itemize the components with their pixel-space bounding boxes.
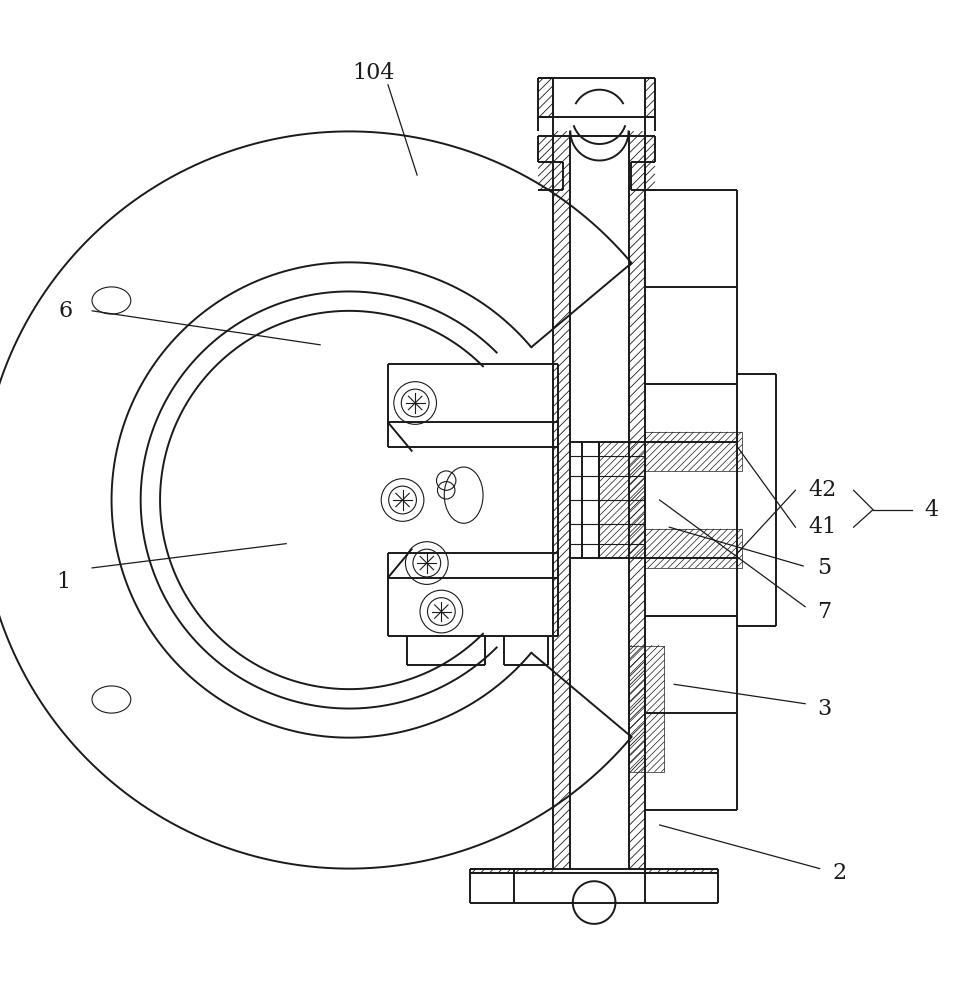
Text: 41: 41: [807, 516, 836, 538]
Text: 7: 7: [817, 601, 830, 623]
Text: 1: 1: [56, 571, 70, 593]
Text: 4: 4: [923, 499, 937, 521]
Text: 6: 6: [59, 300, 73, 322]
Text: 42: 42: [807, 479, 836, 501]
Text: 2: 2: [831, 862, 845, 884]
Text: 5: 5: [817, 557, 830, 579]
Text: 104: 104: [352, 62, 394, 84]
Text: 3: 3: [817, 698, 830, 720]
